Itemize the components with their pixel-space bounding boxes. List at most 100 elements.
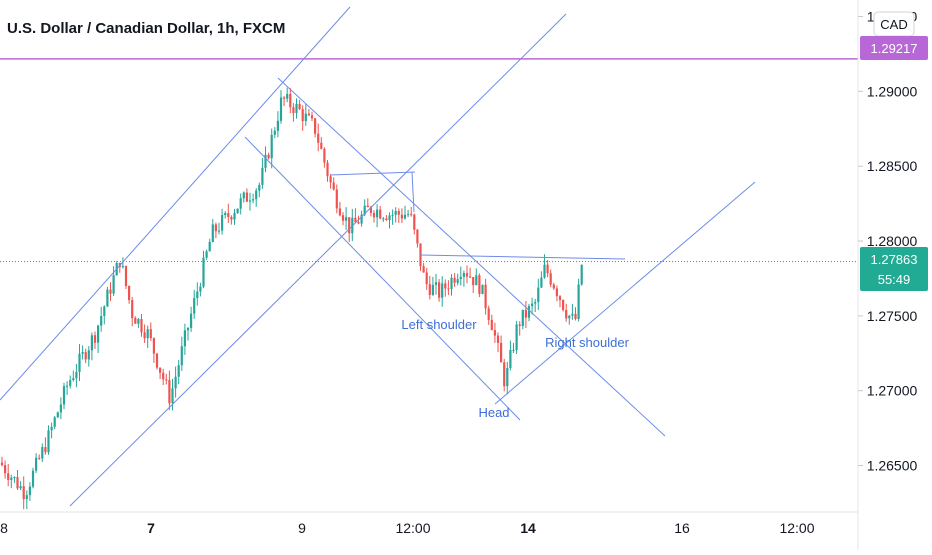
price-tick-label: 1.26500 [867, 458, 918, 474]
candle-body [109, 289, 112, 294]
candle-body [335, 189, 338, 209]
candle-body [360, 214, 363, 224]
candle-body [568, 315, 571, 319]
candle-body [155, 353, 159, 368]
candle-body [7, 473, 10, 480]
candle-body [320, 142, 323, 149]
candle-body [540, 277, 543, 288]
candle-body [239, 198, 242, 209]
level-price-tag[interactable]: 1.29217 [860, 36, 928, 60]
candle-body [388, 215, 391, 220]
candle-body [202, 257, 205, 287]
candle-body [428, 284, 431, 295]
candle-body [69, 380, 72, 386]
candle-body [558, 296, 562, 301]
range-top-line [329, 171, 416, 176]
time-tick-label: 12:00 [395, 520, 430, 536]
bar-countdown-label: 55:49 [878, 272, 911, 287]
candle-body [416, 229, 419, 244]
candle-body [205, 251, 208, 258]
candle-body [425, 272, 428, 285]
neckline [419, 254, 626, 260]
candle-body [47, 430, 50, 453]
time-tick-label: 12:00 [779, 520, 814, 536]
candle-body [171, 388, 174, 404]
candle-body [478, 275, 481, 294]
candle-body [128, 286, 131, 301]
candle-body [28, 486, 31, 496]
annotations-layer: Left shoulder Head Right shoulder [401, 317, 629, 420]
candle-body [78, 353, 81, 372]
candle-body [518, 324, 521, 326]
candle-body [354, 217, 357, 223]
candle-body [106, 289, 109, 307]
candle-body [314, 118, 317, 134]
price-tick-label: 1.27500 [867, 308, 918, 324]
candle-body [546, 264, 549, 274]
candle-body [131, 300, 134, 318]
candle-body [186, 327, 190, 331]
candle-body [385, 218, 388, 220]
candle-body [62, 386, 66, 405]
candle-body [391, 214, 394, 216]
candle-body [521, 309, 524, 326]
candle-body [469, 276, 472, 278]
candle-body [90, 335, 93, 351]
candle-body [434, 282, 438, 285]
candle-body [531, 303, 534, 307]
candle-body [422, 266, 425, 273]
candle-body [174, 376, 177, 389]
candle-body [431, 284, 434, 295]
candle-body [217, 230, 221, 232]
candle-body [363, 205, 366, 215]
candle-body [87, 350, 90, 360]
time-axis[interactable]: 8 7 9 12:00 14 16 12:00 [0, 520, 815, 536]
candle-body [152, 338, 155, 354]
candle-body [137, 319, 140, 324]
candle-body [441, 283, 444, 298]
candle-body [472, 277, 475, 286]
price-axis[interactable]: 1.295001.290001.285001.280001.275001.270… [858, 8, 918, 474]
candle-body [196, 291, 199, 299]
ascending-channel-upper-line [0, 6, 351, 401]
currency-badge[interactable]: CAD [880, 17, 907, 32]
candle-body [66, 385, 69, 387]
candle-body [267, 154, 270, 159]
candle-body [19, 486, 22, 489]
candle-body [465, 273, 469, 277]
candle-body [475, 275, 478, 286]
candle-body [286, 93, 289, 99]
candle-body [38, 457, 41, 459]
price-tick-label: 1.29000 [867, 83, 918, 99]
current-price-tag[interactable]: 1.27863 55:49 [860, 247, 928, 291]
candle-body [224, 213, 227, 216]
level-price-label: 1.29217 [871, 41, 918, 56]
candle-body [574, 313, 577, 319]
candle-body [394, 210, 397, 215]
candle-body [97, 325, 100, 343]
candle-body [75, 371, 78, 379]
candle-body [248, 200, 252, 202]
candle-body [0, 462, 4, 466]
candle-body [481, 284, 484, 294]
candle-body [459, 276, 462, 280]
candle-body [376, 209, 379, 218]
candle-body [134, 317, 137, 324]
candle-body [332, 182, 335, 190]
candle-body [407, 214, 410, 216]
candle-body [56, 412, 59, 418]
price-tick-label: 1.28500 [867, 158, 918, 174]
candle-body [233, 213, 236, 220]
candle-body [580, 264, 583, 285]
candle-body [22, 486, 25, 500]
candle-body [490, 319, 493, 331]
candle-body [199, 286, 202, 292]
candle-body [317, 133, 320, 143]
candle-body [264, 154, 267, 168]
candle-body [379, 209, 382, 219]
candle-body [35, 457, 38, 471]
candle-body [190, 313, 193, 328]
time-tick-label: 14 [520, 520, 536, 536]
